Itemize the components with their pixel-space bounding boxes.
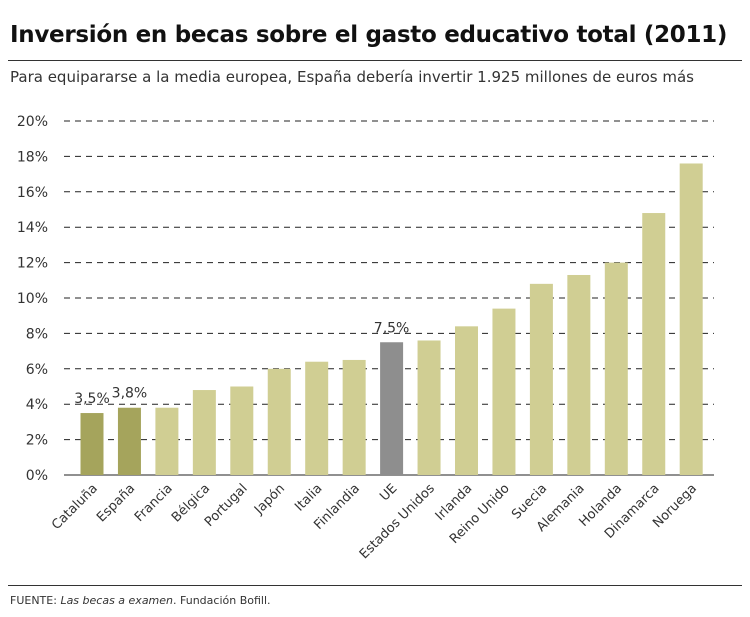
y-tick-label: 2% [26, 433, 48, 449]
source-prefix: FUENTE: [10, 594, 61, 607]
chart-subtitle: Para equipararse a la media europea, Esp… [10, 68, 694, 86]
data-label: 3,8% [112, 386, 148, 402]
bar-italia [305, 361, 329, 475]
source-title: Las becas a examen [60, 594, 174, 607]
y-tick-label: 6% [26, 362, 48, 378]
y-tick-label: 8% [26, 326, 48, 342]
bar-bélgica [192, 390, 216, 475]
bar-portugal [230, 386, 254, 475]
source-suffix: . Fundación Bofill. [173, 594, 271, 607]
x-tick-label: España [94, 481, 138, 525]
bar-españa [117, 407, 141, 475]
bar-holanda [604, 262, 628, 475]
x-tick-label: Francia [132, 481, 176, 525]
bottom-divider [8, 585, 742, 586]
x-tick-label: UE [377, 481, 400, 504]
bar-dinamarca [642, 213, 666, 476]
bar-chart: 0% 2% 4% 6% 8% 10% 12% 14% 16% 18% 20% Cataluña 3,5%… [17, 114, 714, 562]
bar-reino-unido [492, 308, 516, 475]
y-tick-label: 0% [26, 468, 48, 484]
bar-suecia [529, 283, 553, 475]
source-note: FUENTE: Las becas a examen. Fundación Bo… [10, 594, 271, 607]
bar-finlandia [342, 359, 366, 475]
bar-estados-unidos [417, 340, 441, 475]
data-label: 7,5% [374, 320, 410, 336]
y-tick-label: 18% [17, 149, 48, 165]
bar-cataluña [80, 413, 104, 475]
x-tick-label: Cataluña [49, 481, 101, 533]
x-tick-label: Japón [251, 481, 288, 518]
bar-irlanda [455, 326, 478, 475]
bar-noruega [679, 163, 703, 476]
data-label: 3,5% [74, 391, 110, 407]
y-tick-label: 16% [17, 185, 48, 201]
x-tick-label: Italia [292, 481, 325, 514]
top-divider [8, 60, 742, 61]
y-tick-label: 10% [17, 291, 48, 307]
bar-ue [380, 342, 404, 475]
bar-alemania [567, 274, 591, 475]
y-tick-label: 20% [17, 114, 48, 130]
y-tick-label: 4% [26, 397, 48, 413]
bar-japón [267, 368, 291, 475]
bar-francia [155, 407, 179, 475]
chart-title: Inversión en becas sobre el gasto educat… [10, 22, 728, 48]
y-tick-label: 12% [17, 256, 48, 272]
y-tick-label: 14% [17, 220, 48, 236]
